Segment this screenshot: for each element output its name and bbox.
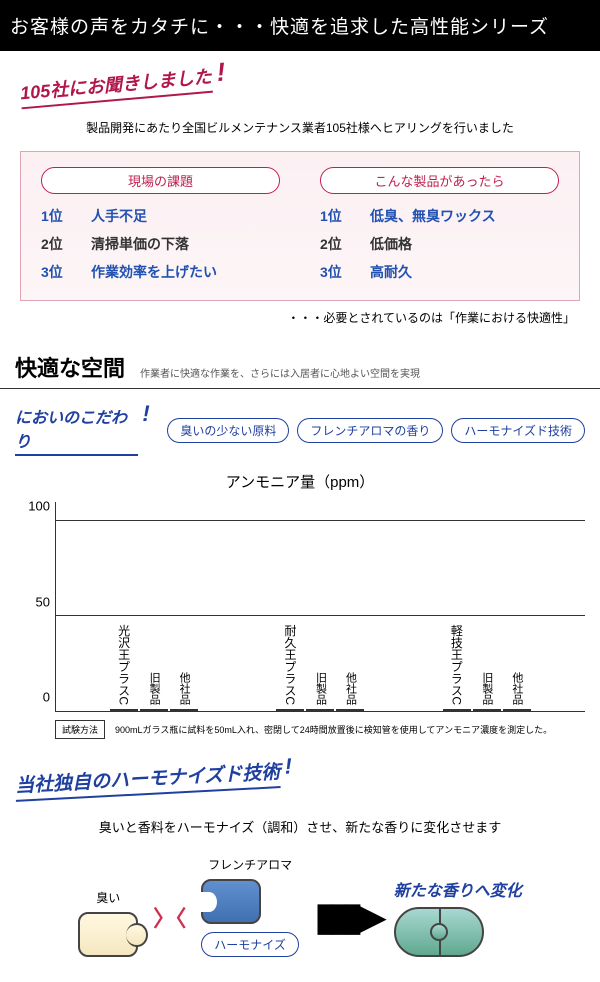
- series-label: 旧製品: [146, 672, 162, 705]
- harmonize-section: 当社独自のハーモナイズド技術 臭いと香料をハーモナイズ（調和）させ、新たな香りに…: [0, 739, 600, 982]
- series-label: 旧製品: [312, 672, 328, 705]
- rank-text: 低価格: [370, 234, 412, 254]
- rank-num: 2位: [320, 234, 350, 254]
- bar-b: 旧製品: [473, 709, 501, 711]
- result-label: 新たな香りへ変化: [394, 877, 522, 901]
- space-section: 快適な空間 作業者に快適な作業を、さらには入居者に心地よい空間を実現 においのこ…: [0, 336, 600, 739]
- conflict-icon: 〉〈: [153, 901, 186, 933]
- chart-plot: 光沢王プラスC旧製品他社品耐久王プラスC旧製品他社品軽技王プラスC旧製品他社品: [55, 502, 585, 712]
- bar-b: 旧製品: [306, 709, 334, 711]
- survey-col-wants: こんな製品があったら 1位低臭、無臭ワックス 2位低価格 3位高耐久: [320, 167, 559, 290]
- rank-num: 2位: [41, 234, 71, 254]
- diagram-odor: 臭い: [78, 889, 138, 957]
- rank-row: 2位清掃単価の下落: [41, 234, 280, 254]
- bar-group: 軽技王プラスC旧製品他社品: [404, 709, 570, 711]
- series-label: 他社品: [342, 672, 358, 705]
- bar-a: 耐久王プラスC: [276, 709, 304, 711]
- rank-row: 1位低臭、無臭ワックス: [320, 206, 559, 226]
- survey-badge: 105社にお聞きしました: [19, 63, 213, 110]
- gridline: [56, 615, 585, 616]
- series-label: 他社品: [176, 672, 192, 705]
- harmonize-pill: ハーモナイズ: [201, 932, 299, 957]
- diagram-result: 新たな香りへ変化: [394, 877, 522, 957]
- series-label: 旧製品: [479, 672, 495, 705]
- capsule-icon: [394, 907, 484, 957]
- rank-text: 清掃単価の下落: [91, 234, 189, 254]
- rank-text: 低臭、無臭ワックス: [370, 206, 496, 226]
- aroma-label: フレンチアロマ: [201, 856, 299, 873]
- method-text: 900mLガラス瓶に試料を50mL入れ、密閉して24時間放置後に検知管を使用して…: [115, 723, 552, 736]
- survey-section: 105社にお聞きしました 製品開発にあたり全国ビルメンテナンス業者105社様へヒ…: [0, 51, 600, 336]
- odor-row: においのこだわり 臭いの少ない原料フレンチアロマの香りハーモナイズド技術: [0, 389, 600, 461]
- odor-tag: においのこだわり: [15, 404, 138, 456]
- harmonize-title: 当社独自のハーモナイズド技術: [14, 757, 281, 802]
- method-row: 試験方法 900mLガラス瓶に試料を50mL入れ、密閉して24時間放置後に検知管…: [55, 720, 585, 739]
- space-title-row: 快適な空間 作業者に快適な作業を、さらには入居者に心地よい空間を実現: [0, 351, 600, 389]
- group-label: 耐久王プラスC: [282, 624, 299, 705]
- group-label: 軽技王プラスC: [448, 624, 465, 705]
- rank-text: 高耐久: [370, 262, 412, 282]
- group-label: 光沢王プラスC: [116, 624, 133, 705]
- arrow-icon: ▮▮▮▶: [314, 894, 379, 940]
- bar-group: 光沢王プラスC旧製品他社品: [71, 709, 237, 711]
- puzzle-right-icon: [201, 879, 261, 924]
- bar-b: 旧製品: [140, 709, 168, 711]
- bar-c: 他社品: [170, 709, 198, 711]
- space-subtitle: 作業者に快適な作業を、さらには入居者に心地よい空間を実現: [140, 365, 420, 383]
- rank-text: 作業効率を上げたい: [91, 262, 217, 282]
- gridline: [56, 520, 585, 521]
- bar-a: 光沢王プラスC: [110, 709, 138, 711]
- bar-group: 耐久王プラスC旧製品他社品: [237, 709, 403, 711]
- method-label: 試験方法: [55, 720, 105, 739]
- odor-pill: 臭いの少ない原料: [167, 418, 289, 443]
- col1-title: 現場の課題: [41, 167, 280, 194]
- survey-note: ・・・必要とされているのは「作業における快適性」: [20, 309, 575, 326]
- rank-row: 3位高耐久: [320, 262, 559, 282]
- chart-wrap: アンモニア量（ppm） 050100 光沢王プラスC旧製品他社品耐久王プラスC旧…: [0, 461, 600, 739]
- y-tick: 50: [36, 594, 50, 609]
- y-tick: 100: [28, 499, 50, 514]
- ammonia-chart: 050100 光沢王プラスC旧製品他社品耐久王プラスC旧製品他社品軽技王プラスC…: [15, 502, 585, 712]
- odor-pill: ハーモナイズド技術: [451, 418, 585, 443]
- rank-num: 1位: [320, 206, 350, 226]
- banner: お客様の声をカタチに・・・快適を追求した高性能シリーズ: [0, 0, 600, 51]
- rank-num: 3位: [41, 262, 71, 282]
- rank-row: 3位作業効率を上げたい: [41, 262, 280, 282]
- survey-intro: 製品開発にあたり全国ビルメンテナンス業者105社様へヒアリングを行いました: [20, 119, 580, 136]
- y-tick: 0: [43, 690, 50, 705]
- bar-c: 他社品: [503, 709, 531, 711]
- bar-a: 軽技王プラスC: [443, 709, 471, 711]
- odor-pill: フレンチアロマの香り: [297, 418, 443, 443]
- survey-box: 現場の課題 1位人手不足2位清掃単価の下落3位作業効率を上げたい こんな製品があ…: [20, 151, 580, 301]
- rank-text: 人手不足: [91, 206, 147, 226]
- y-axis: 0 50 100: [15, 502, 55, 712]
- diagram-aroma: フレンチアロマ ハーモナイズ: [201, 856, 299, 957]
- bar-c: 他社品: [336, 709, 364, 711]
- space-title: 快適な空間: [15, 351, 125, 383]
- series-label: 他社品: [509, 672, 525, 705]
- rank-row: 2位低価格: [320, 234, 559, 254]
- rank-num: 1位: [41, 206, 71, 226]
- rank-num: 3位: [320, 262, 350, 282]
- puzzle-left-icon: [78, 912, 138, 957]
- col2-title: こんな製品があったら: [320, 167, 559, 194]
- odor-label: 臭い: [78, 889, 138, 906]
- chart-title: アンモニア量（ppm）: [15, 471, 585, 492]
- harmonize-diagram: 臭い 〉〈 フレンチアロマ ハーモナイズ ▮▮▮▶ 新たな香りへ変化: [15, 856, 585, 967]
- survey-col-issues: 現場の課題 1位人手不足 2位清掃単価の下落 3位作業効率を上げたい: [41, 167, 280, 290]
- rank-row: 1位人手不足: [41, 206, 280, 226]
- harmonize-desc: 臭いと香料をハーモナイズ（調和）させ、新たな香りに変化させます: [15, 817, 585, 836]
